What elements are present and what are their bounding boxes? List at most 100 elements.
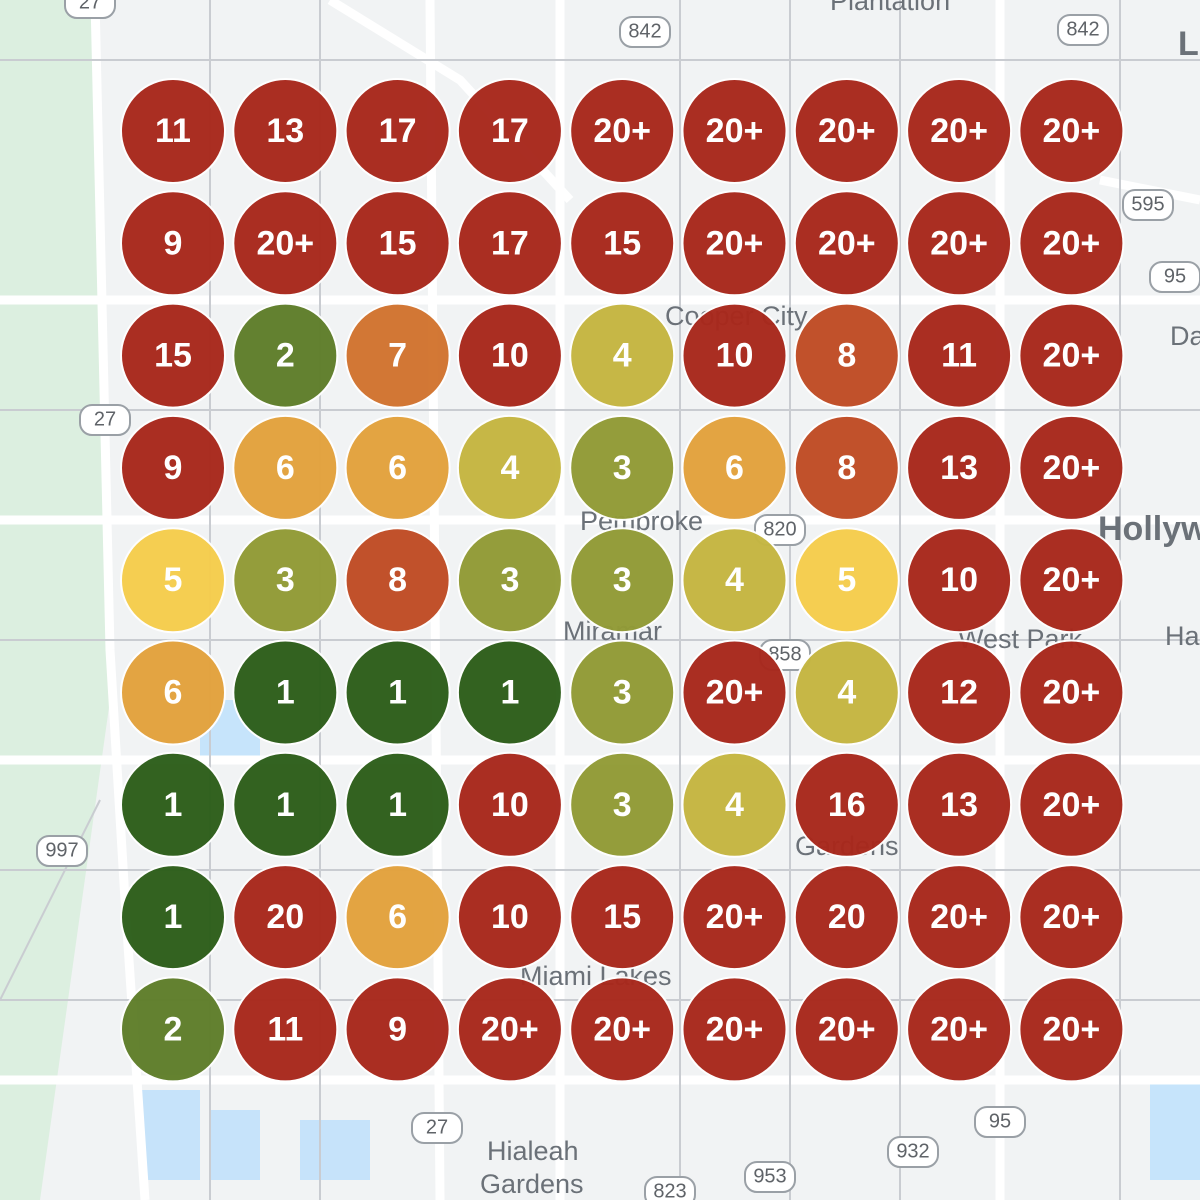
rank-circle (120, 751, 226, 858)
rank-pin: 15 (344, 190, 451, 297)
rank-label: 1 (500, 674, 519, 712)
rank-pin: 20+ (906, 78, 1013, 184)
rank-label: 5 (164, 561, 183, 599)
rank-pin: 13 (906, 414, 1013, 521)
rank-pin: 4 (793, 639, 900, 746)
rank-pin: 13 (906, 751, 1013, 858)
road-shield: 27 (79, 404, 131, 436)
rank-pin: 20+ (681, 639, 788, 746)
shield-label: 95 (989, 1110, 1011, 1132)
rank-circle (344, 976, 451, 1083)
place-label: Hollyw (1098, 510, 1200, 548)
rank-circle (681, 190, 788, 297)
rank-label: 20+ (1043, 449, 1101, 487)
rank-pin: 20+ (681, 190, 788, 297)
rank-circle (456, 414, 563, 521)
rank-pin: 1 (120, 751, 226, 858)
shield-body (79, 404, 131, 436)
shield-label: 820 (763, 518, 796, 540)
shield-label: 842 (1066, 18, 1099, 40)
rank-label: 8 (388, 561, 407, 599)
road-shield: 820 (754, 514, 806, 546)
rank-circle (120, 639, 226, 746)
rank-pin: 20+ (232, 190, 339, 297)
rank-label: 13 (940, 449, 978, 487)
shield-label: 953 (753, 1165, 786, 1187)
rank-label: 4 (500, 449, 519, 487)
rank-pin: 20+ (681, 78, 788, 184)
rank-label: 20+ (1043, 112, 1101, 150)
rank-pin: 20+ (1018, 864, 1125, 971)
rank-circle (1018, 302, 1125, 409)
rank-pin: 2 (120, 976, 226, 1083)
rank-circle (456, 78, 563, 184)
rank-circle (232, 527, 339, 634)
rank-circle (456, 864, 563, 971)
shield-label: 858 (768, 643, 801, 665)
road-shield: 842 (619, 16, 671, 48)
rank-circle (232, 190, 339, 297)
shield-body (887, 1136, 939, 1168)
rank-pin: 5 (120, 527, 226, 634)
road-shield: 953 (744, 1161, 796, 1193)
rank-pin: 1 (120, 864, 226, 971)
rank-circle (232, 78, 339, 184)
rank-circle (456, 302, 563, 409)
rank-pin: 20+ (906, 976, 1013, 1083)
rank-pin: 9 (120, 414, 226, 521)
rank-label: 9 (164, 449, 183, 487)
road-shield: 842 (1057, 14, 1109, 46)
rank-label: 20+ (818, 112, 876, 150)
rank-circle (681, 414, 788, 521)
rank-pin: 20+ (1018, 78, 1125, 184)
shield-label: 27 (426, 1116, 448, 1138)
rank-label: 15 (379, 224, 417, 262)
rank-pin: 3 (569, 751, 676, 858)
rank-circle (569, 78, 676, 184)
shield-label: 95 (1164, 265, 1186, 287)
rank-label: 17 (491, 224, 529, 262)
rank-circle (569, 751, 676, 858)
rank-circle (344, 751, 451, 858)
rank-pin: 6 (120, 639, 226, 746)
rank-pin: 12 (906, 639, 1013, 746)
rank-label: 4 (725, 786, 744, 824)
rank-pin: 6 (232, 414, 339, 521)
rank-circle (906, 414, 1013, 521)
rank-label: 11 (267, 1010, 303, 1048)
rank-pin: 11 (906, 302, 1013, 409)
rank-pin: 17 (344, 78, 451, 184)
rank-label: 20+ (1043, 898, 1101, 936)
rank-label: 20+ (706, 224, 764, 262)
rank-pin: 9 (344, 976, 451, 1083)
rank-circle (344, 864, 451, 971)
rank-pin: 4 (681, 527, 788, 634)
rank-pin: 3 (232, 527, 339, 634)
road-shield: 932 (887, 1136, 939, 1168)
rank-label: 20+ (930, 224, 988, 262)
rank-label: 1 (164, 786, 183, 824)
rank-label: 20+ (481, 1010, 539, 1048)
rank-circle (569, 302, 676, 409)
rank-label: 9 (164, 224, 183, 262)
rank-label: 15 (154, 337, 192, 375)
rank-pin: 8 (344, 527, 451, 634)
rank-circle (906, 976, 1013, 1083)
rank-circle (793, 751, 900, 858)
shield-label: 932 (896, 1140, 929, 1162)
road-shield: 95 (974, 1106, 1026, 1138)
rank-label: 20+ (706, 112, 764, 150)
rank-circle (120, 527, 226, 634)
rank-circle (681, 639, 788, 746)
rank-circle (906, 302, 1013, 409)
rank-circle (906, 190, 1013, 297)
shield-body (619, 16, 671, 48)
rank-pin: 20+ (456, 976, 563, 1083)
rank-circle (344, 78, 451, 184)
rank-pin: 6 (344, 414, 451, 521)
rank-pin: 8 (793, 414, 900, 521)
rank-circle (793, 78, 900, 184)
rank-circle (1018, 190, 1125, 297)
rank-label: 17 (379, 112, 417, 150)
